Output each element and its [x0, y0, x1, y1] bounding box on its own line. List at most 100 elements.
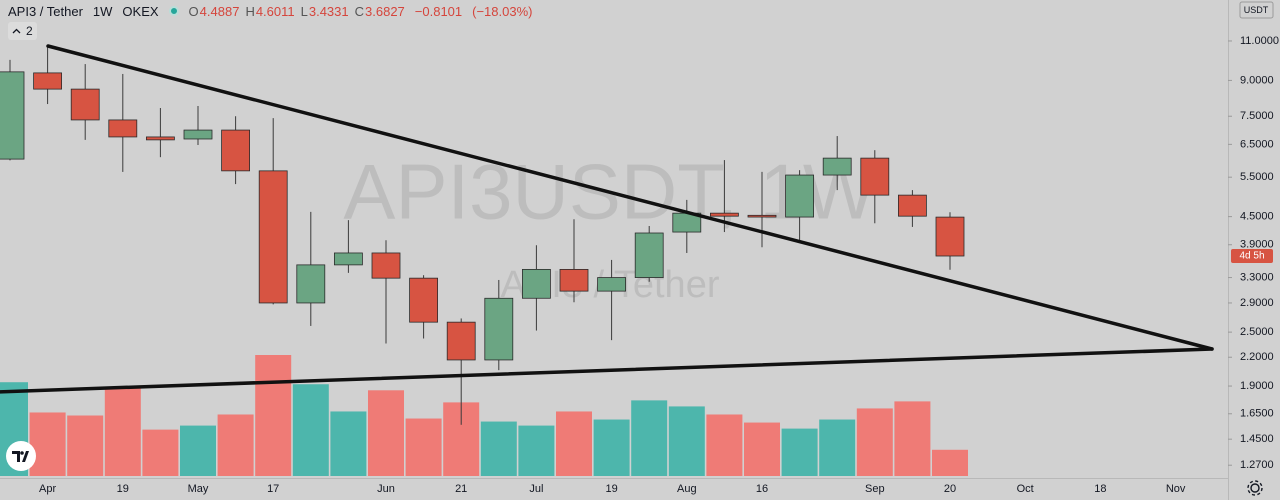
candle-body [935, 216, 965, 257]
candle-body [446, 321, 476, 361]
y-tick-label: 5.5000 [1240, 171, 1274, 183]
legend-value: 4.4887 [199, 3, 240, 19]
candle-body [0, 71, 25, 160]
candle-body [710, 212, 739, 217]
x-tick-label: Apr [39, 483, 56, 495]
legend-label: C [354, 3, 365, 19]
candle-body [484, 297, 514, 361]
x-tick-label: 21 [455, 483, 467, 495]
currency: USDT [1244, 5, 1269, 15]
candle-body [183, 129, 213, 140]
volume-bar [556, 411, 592, 476]
volume-bar [480, 421, 517, 476]
currency-box [1239, 1, 1274, 19]
x-tick-label: 16 [756, 483, 768, 495]
volume-bar [104, 388, 141, 476]
volume-bar [29, 412, 66, 476]
y-tick-label: 6.5000 [1240, 138, 1274, 150]
x-tick-label: 18 [1094, 483, 1106, 495]
candle-body [559, 268, 589, 292]
y-tick-label: 11.0000 [1240, 35, 1279, 47]
volume-bar [932, 449, 968, 476]
y-tick-label: 1.4500 [1240, 433, 1274, 445]
x-tick-label: Oct [1017, 483, 1034, 495]
interval[interactable]: 1W [92, 3, 113, 19]
candle-body [145, 136, 175, 141]
x-tick-label: Aug [677, 483, 697, 495]
candle-body [333, 252, 363, 266]
x-tick-label: 19 [117, 483, 129, 495]
volume-bar [631, 400, 668, 476]
y-tick-label: 2.9000 [1240, 297, 1274, 309]
legend-label: H [245, 3, 255, 19]
candle-body [221, 129, 251, 172]
settings-icon[interactable] [1247, 480, 1263, 496]
y-tick-label: 2.2000 [1240, 351, 1274, 363]
trendline [46, 44, 1214, 351]
volume-bar [142, 429, 179, 476]
tradingview-logo [6, 441, 36, 471]
legend-item: C3.6827 [355, 4, 405, 19]
candle-body [597, 277, 626, 292]
legend-value: 3.4331 [308, 3, 349, 19]
x-tick-label: Jul [529, 483, 543, 495]
legend-value: 4.6011 [255, 3, 295, 19]
candle-body [785, 174, 814, 218]
countdown-badge [1231, 249, 1273, 264]
candle-body [108, 119, 138, 138]
y-tick-label: 2.5000 [1240, 326, 1274, 338]
indicator-toggle[interactable]: 2 [8, 22, 37, 40]
candle-body [33, 72, 62, 90]
x-tick-label: Nov [1166, 483, 1186, 495]
volume-bar [706, 414, 743, 476]
symbol[interactable]: API3 / Tether [8, 3, 83, 19]
volume-bar [668, 406, 705, 476]
y-tick-label: 3.9000 [1240, 239, 1274, 251]
candle-body [747, 214, 777, 218]
trendline [0, 347, 1214, 394]
x-tick-label: Sep [865, 483, 885, 495]
y-tick-label: 7.5000 [1240, 110, 1274, 122]
chevron [12, 28, 21, 34]
candle-body [258, 170, 288, 304]
symbol-header: API3 / Tether 1W OKEX O4.4887 H4.6011 L3.4… [8, 2, 532, 20]
x-tick-label: 19 [605, 483, 617, 495]
candle-body [822, 157, 852, 176]
candle-body [70, 88, 100, 121]
candle-body [409, 277, 439, 323]
volume-bar [518, 425, 555, 476]
x-tick-label: Jun [377, 483, 395, 495]
volume-bar [67, 415, 104, 476]
change: −0.8101 [414, 3, 463, 19]
y-tick-label: 1.9000 [1240, 380, 1274, 392]
volume-bar [856, 408, 893, 476]
legend-label: L [300, 3, 308, 19]
candle-body [634, 232, 664, 278]
y-tick-label: 4.5000 [1240, 211, 1274, 223]
volume-bar [330, 411, 367, 476]
legend-item: H4.6011 [245, 4, 294, 19]
x-tick-label: 20 [944, 483, 956, 495]
legend-value: 3.6827 [365, 3, 405, 19]
volume-bar [819, 419, 856, 476]
trendlines [0, 44, 1214, 394]
countdown: 4d 5h [1239, 251, 1264, 262]
exchange: OKEX [122, 3, 159, 19]
y-tick-label: 1.6500 [1240, 408, 1274, 420]
volume-bar [180, 425, 216, 476]
y-tick-label: 3.3000 [1240, 271, 1274, 283]
volume-bar [292, 384, 329, 476]
volume-bar [217, 414, 254, 476]
volume-bar [593, 419, 630, 476]
indicator-count: 2 [26, 24, 33, 38]
x-tick-label: 17 [267, 483, 279, 495]
candle-body [860, 157, 890, 196]
change-percent: (−18.03%) [472, 3, 533, 19]
legend-item: O4.4887 [189, 4, 240, 19]
ohlc-legend: O4.4887 H4.6011 L3.4331 C3.6827 [189, 4, 405, 19]
legend-item: L3.4331 [301, 4, 349, 19]
legend-label: O [188, 3, 199, 19]
plot [0, 45, 968, 476]
candle-body [371, 252, 401, 279]
